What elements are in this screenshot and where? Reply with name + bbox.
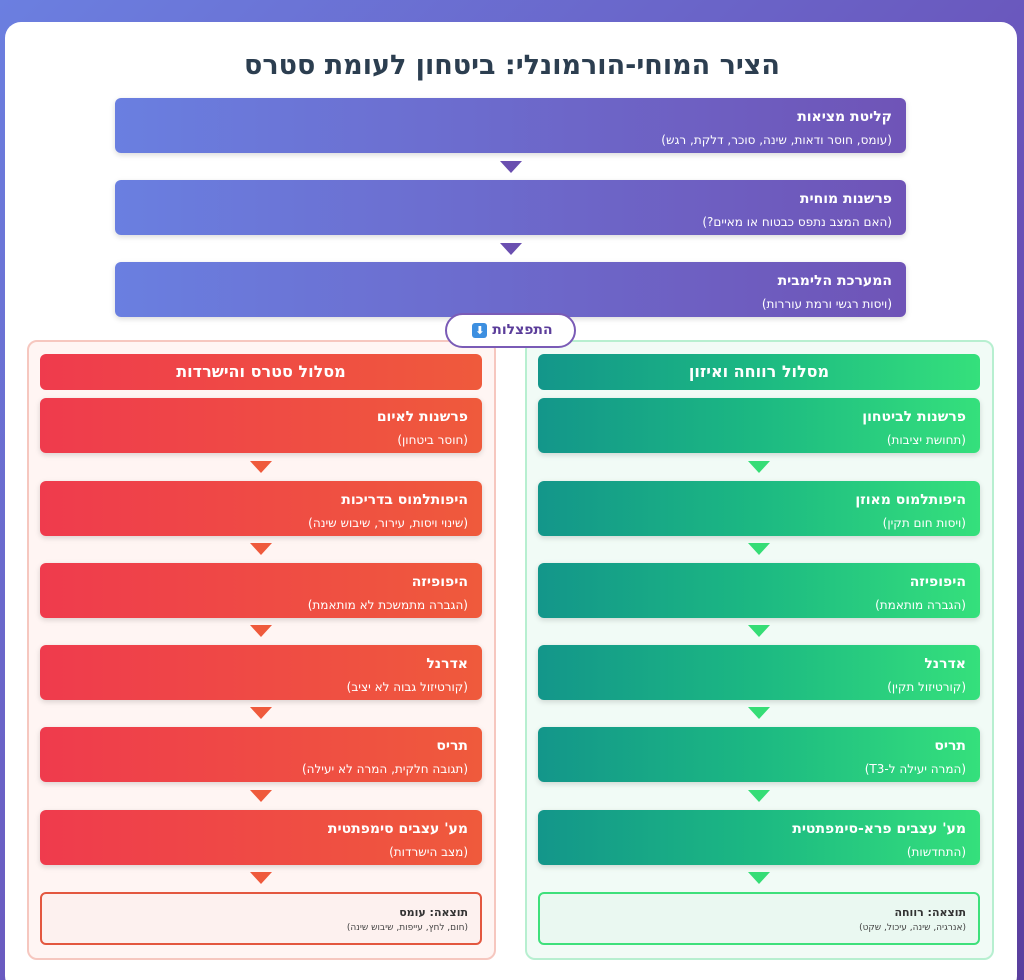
step-title: היפותלמוס בדריכות [341, 492, 468, 508]
step-title: היפופיזה [411, 574, 468, 590]
calm-step: תריס (המרה יעילה ל-T3) [538, 727, 980, 782]
down-arrow-icon: ⬇ [472, 322, 488, 338]
step-subtitle: (הגברה מותאמת) [875, 598, 966, 612]
stress-path-header: מסלול סטרס והישרדות [40, 354, 482, 390]
stress-result-box: תוצאה: עומס (חום, לחץ, עייפות, שיבוש שינ… [40, 892, 482, 945]
top-step-limbic: המערכת הלימבית (ויסות רגשי ורמת עוררות) [115, 262, 906, 317]
result-subtitle: (חום, לחץ, עייפות, שיבוש שינה) [346, 923, 468, 933]
result-title: תוצאה: עומס [399, 906, 468, 919]
down-arrow-icon [250, 461, 272, 473]
down-arrow-icon [748, 625, 770, 637]
stress-step: מע' עצבים סימפתטית (מצב הישרדות) [40, 810, 482, 865]
calm-step: אדרנל (קורטיזול תקין) [538, 645, 980, 700]
step-subtitle: (קורטיזול תקין) [887, 680, 966, 694]
calm-step: פרשנות לביטחון (תחושת יציבות) [538, 398, 980, 453]
step-subtitle: (שינוי ויסות, עירור, שיבוש שינה) [308, 516, 468, 530]
down-arrow-icon [250, 872, 272, 884]
step-title: תריס [934, 738, 966, 754]
step-title: פרשנות לאיום [376, 409, 468, 425]
down-arrow-icon [748, 461, 770, 473]
step-title: היפותלמוס מאוזן [855, 492, 966, 508]
calm-path-header: מסלול רווחה ואיזון [538, 354, 980, 390]
step-subtitle: (הגברה מתמשכת לא מותאמת) [307, 598, 468, 612]
down-arrow-icon [250, 707, 272, 719]
split-badge: התפצלות ⬇ [445, 313, 576, 348]
diagram-title: הציר המוחי-הורמונלי: ביטחון לעומת סטרס [244, 50, 780, 81]
down-arrow-icon [500, 243, 522, 255]
down-arrow-icon [748, 707, 770, 719]
step-title: מע' עצבים פרא-סימפתטית [792, 821, 966, 837]
step-subtitle: (חוסר ביטחון) [397, 433, 468, 447]
step-title: המערכת הלימבית [777, 273, 892, 289]
step-subtitle: (מצב הישרדות) [389, 845, 468, 859]
stress-step: תריס (תגובה חלקית, המרה לא יעילה) [40, 727, 482, 782]
step-subtitle: (התחדשות) [906, 845, 966, 859]
down-arrow-icon [250, 790, 272, 802]
down-arrow-icon [500, 161, 522, 173]
step-title: פרשנות מוחית [799, 191, 892, 207]
step-title: פרשנות לביטחון [862, 409, 966, 425]
step-title: אדרנל [924, 656, 966, 672]
split-label: התפצלות [492, 322, 553, 338]
stress-step: אדרנל (קורטיזול גבוה לא יציב) [40, 645, 482, 700]
calm-result-box: תוצאה: רווחה (אנרגיה, שינה, עיכול, שקט) [538, 892, 980, 945]
step-title: אדרנל [426, 656, 468, 672]
step-subtitle: (האם המצב נתפס כבטוח או מאיים?) [702, 215, 892, 229]
calm-step: היפופיזה (הגברה מותאמת) [538, 563, 980, 618]
down-arrow-icon [250, 625, 272, 637]
calm-step: מע' עצבים פרא-סימפתטית (התחדשות) [538, 810, 980, 865]
stress-step: היפופיזה (הגברה מתמשכת לא מותאמת) [40, 563, 482, 618]
step-subtitle: (עומס, חוסר ודאות, שינה, סוכר, דלקת, רגש… [661, 133, 892, 147]
top-step-interpretation: פרשנות מוחית (האם המצב נתפס כבטוח או מאי… [115, 180, 906, 235]
down-arrow-icon [250, 543, 272, 555]
step-subtitle: (ויסות רגשי ורמת עוררות) [761, 297, 892, 311]
step-subtitle: (קורטיזול גבוה לא יציב) [346, 680, 468, 694]
result-title: תוצאה: רווחה [894, 906, 966, 919]
step-subtitle: (המרה יעילה ל-T3) [864, 762, 966, 776]
down-arrow-icon [748, 790, 770, 802]
down-arrow-icon [748, 872, 770, 884]
step-title: היפופיזה [909, 574, 966, 590]
step-subtitle: (ויסות חום תקין) [882, 516, 966, 530]
step-subtitle: (תחושת יציבות) [886, 433, 966, 447]
stress-step: היפותלמוס בדריכות (שינוי ויסות, עירור, ש… [40, 481, 482, 536]
result-subtitle: (אנרגיה, שינה, עיכול, שקט) [859, 923, 966, 933]
calm-step: היפותלמוס מאוזן (ויסות חום תקין) [538, 481, 980, 536]
step-title: תריס [436, 738, 468, 754]
step-title: מע' עצבים סימפתטית [327, 821, 468, 837]
top-step-reality: קליטת מציאות (עומס, חוסר ודאות, שינה, סו… [115, 98, 906, 153]
down-arrow-icon [748, 543, 770, 555]
stress-step: פרשנות לאיום (חוסר ביטחון) [40, 398, 482, 453]
step-subtitle: (תגובה חלקית, המרה לא יעילה) [301, 762, 468, 776]
step-title: קליטת מציאות [797, 109, 892, 125]
